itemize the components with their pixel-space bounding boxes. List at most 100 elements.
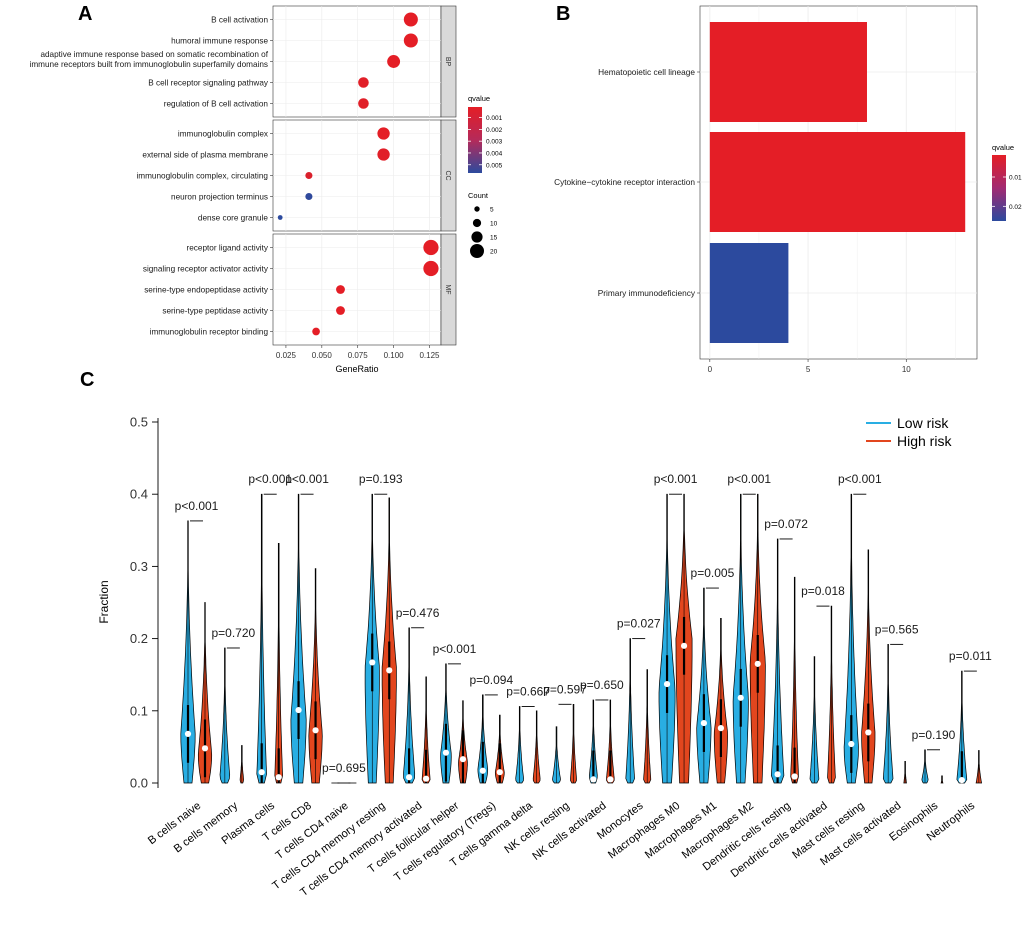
violin-low-0-median [184, 730, 192, 738]
term-label: immunoglobulin complex [178, 130, 268, 139]
colorbar-tick-label: 0.02 [1009, 204, 1022, 211]
y-tick-label: 0.1 [130, 703, 148, 718]
colorbar-tick-label: 0.005 [486, 162, 503, 169]
y-tick-label: 0.3 [130, 559, 148, 574]
dot-cc-3 [305, 192, 313, 201]
p-value-18: p<0.001 [838, 472, 882, 486]
p-value-10: p=0.597 [543, 682, 587, 696]
bar-2 [709, 243, 789, 343]
p-value-8: p=0.094 [469, 673, 513, 687]
dot-bp-2 [387, 55, 401, 68]
dot-mf-3 [336, 306, 345, 315]
p-value-16: p=0.072 [764, 517, 808, 531]
panel-c-label: C [80, 369, 94, 391]
violin-low-13-median [663, 680, 671, 688]
panel-b-legend-title: qvalue [992, 143, 1014, 152]
legend-high-risk-label: High risk [897, 433, 952, 449]
p-value-12: p=0.027 [617, 617, 661, 631]
y-tick-label: 0.4 [130, 487, 148, 502]
count-legend-dot [471, 231, 483, 243]
p-value-5: p=0.193 [359, 472, 403, 486]
count-legend-label: 5 [490, 207, 494, 214]
p-value-19: p=0.565 [875, 622, 919, 636]
dot-mf-1 [423, 260, 439, 277]
term-label: regulation of B cell activation [164, 100, 269, 109]
facet-label-bp: BP [444, 57, 451, 67]
p-value-7: p<0.001 [433, 642, 477, 656]
dot-mf-0 [423, 239, 439, 256]
term-label: serine-type peptidase activity [162, 307, 268, 316]
dot-cc-4 [277, 215, 283, 220]
violin-high-7-median [459, 756, 467, 763]
violin-low-18-median [848, 740, 855, 748]
panel-c-ylabel: Fraction [97, 580, 111, 623]
violin-high-11-median [607, 776, 614, 783]
bar-0 [709, 22, 867, 122]
dot-cc-2 [305, 171, 313, 180]
p-value-3: p<0.001 [285, 472, 329, 486]
x-tick-label: 0 [708, 365, 713, 374]
count-legend-label: 20 [490, 249, 498, 256]
violin-low-8-median [479, 767, 486, 774]
dot-bp-1 [403, 33, 418, 48]
count-legend-label: 15 [490, 235, 498, 242]
term-label: receptor ligand activity [187, 244, 269, 253]
p-value-13: p<0.001 [654, 472, 698, 486]
violin-high-3-median [312, 727, 319, 734]
facet-label-cc: CC [444, 170, 451, 180]
violin-low-16-median [774, 771, 781, 778]
violin-high-8-median [496, 769, 503, 776]
x-tick-label: 0.050 [312, 351, 333, 360]
count-legend-label: 10 [490, 221, 498, 228]
violin-low-11-median [590, 776, 597, 783]
y-tick-label: 0.2 [130, 631, 148, 646]
colorbar-tick-label: 0.004 [486, 150, 503, 157]
term-label: immunoglobulin receptor binding [150, 328, 269, 337]
p-value-21: p=0.011 [949, 649, 992, 663]
x-tick-label: 0.125 [419, 351, 440, 360]
facet-label-mf: MF [444, 284, 451, 294]
term-label: immunoglobulin complex, circulating [136, 172, 268, 181]
x-tick-label: 0.025 [276, 351, 297, 360]
p-value-20: p=0.190 [912, 728, 956, 742]
x-tick-label: 5 [806, 365, 811, 374]
panel-b-barplot: Hematopoietic cell lineage Cytokine−cytok… [554, 5, 1022, 374]
p-value-15: p<0.001 [727, 472, 771, 486]
term-label: serine-type endopeptidase activity [144, 286, 269, 295]
violin-low-7-median [442, 749, 450, 756]
violin-high-2-median [275, 774, 282, 781]
violin-high-13-median [680, 642, 688, 649]
p-value-1: p=0.720 [211, 626, 255, 640]
violin-high-18-median [865, 729, 872, 736]
p-value-9: p=0.667 [506, 684, 550, 698]
p-value-17: p=0.018 [801, 584, 845, 598]
term-label: B cell receptor signaling pathway [148, 79, 269, 88]
term-label: humoral immune response [171, 37, 268, 46]
x-tick-label: 0.100 [384, 351, 405, 360]
term-label: external side of plasma membrane [142, 151, 268, 160]
panel-c-violin: Fraction 0.0 0.1 0.2 0.3 0.4 0.5 p<0.001 p=0.7… [97, 415, 992, 900]
dot-bp-3 [358, 77, 369, 88]
count-legend-dot [469, 243, 485, 259]
p-value-11: p=0.650 [580, 678, 624, 692]
violin-high-6-median [423, 775, 430, 782]
dot-cc-0 [377, 127, 390, 140]
y-tick-label: 0.5 [130, 415, 148, 430]
colorbar-tick-label: 0.01 [1009, 175, 1022, 182]
qvalue-legend-title: qvalue [468, 94, 490, 103]
x-tick-label: 0.075 [348, 351, 369, 360]
panel-a-label: A [78, 3, 92, 25]
count-legend-title: Count [468, 191, 489, 200]
panel-b-label: B [556, 3, 570, 25]
violin-high-0-median [201, 745, 209, 752]
term-label: adaptive immune response based on somati… [40, 50, 268, 59]
y-tick-label: 0.0 [130, 776, 148, 791]
violin-high-5-median [386, 667, 393, 674]
violin-high-14-median [717, 725, 725, 732]
category-label: Hematopoietic cell lineage [598, 67, 695, 77]
category-label: Primary immunodeficiency [598, 288, 696, 298]
violin-low-14-median [700, 719, 708, 727]
violin-low-15-median [737, 694, 744, 701]
category-label-1: B cells memory [172, 800, 241, 856]
